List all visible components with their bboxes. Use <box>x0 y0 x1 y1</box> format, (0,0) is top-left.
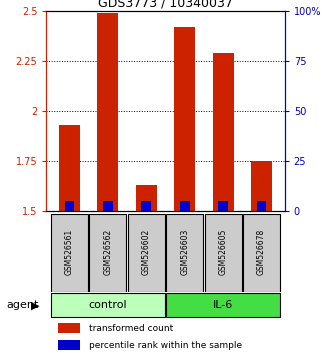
Bar <box>51 214 88 292</box>
Text: IL-6: IL-6 <box>213 300 233 310</box>
Text: percentile rank within the sample: percentile rank within the sample <box>89 341 242 350</box>
Bar <box>89 214 126 292</box>
Bar <box>58 323 80 333</box>
Text: GSM526562: GSM526562 <box>103 228 112 275</box>
Bar <box>174 27 195 211</box>
Bar <box>128 214 165 292</box>
Bar <box>205 214 242 292</box>
Bar <box>141 201 151 211</box>
Bar <box>166 293 280 317</box>
Bar <box>166 214 203 292</box>
Bar <box>180 201 190 211</box>
Text: GSM526602: GSM526602 <box>142 228 151 275</box>
Bar <box>213 53 234 211</box>
Bar <box>103 201 113 211</box>
Text: ▶: ▶ <box>31 300 40 310</box>
Text: GSM526603: GSM526603 <box>180 228 189 275</box>
Bar <box>97 13 118 211</box>
Text: control: control <box>88 300 127 310</box>
Bar <box>58 340 80 350</box>
Text: GSM526605: GSM526605 <box>219 228 228 275</box>
Bar <box>136 185 157 211</box>
Text: GSM526678: GSM526678 <box>257 228 266 275</box>
Bar <box>65 201 74 211</box>
Text: GSM526561: GSM526561 <box>65 228 74 275</box>
Bar <box>257 201 266 211</box>
Text: transformed count: transformed count <box>89 324 173 333</box>
Text: agent: agent <box>7 300 39 310</box>
Bar <box>251 161 272 211</box>
Bar <box>218 201 228 211</box>
Bar <box>243 214 280 292</box>
Bar <box>59 125 80 211</box>
Title: GDS3773 / 10340037: GDS3773 / 10340037 <box>98 0 233 10</box>
Bar <box>51 293 165 317</box>
